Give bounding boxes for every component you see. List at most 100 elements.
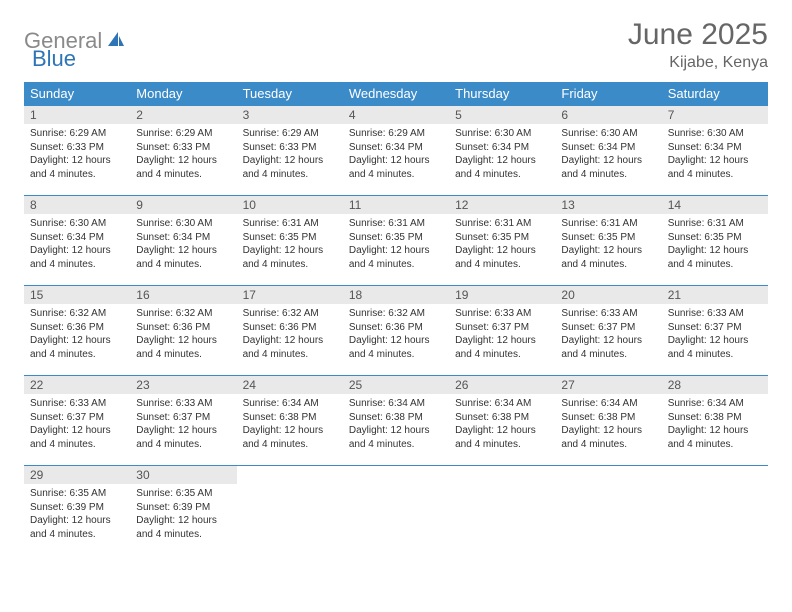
calendar-row: 22Sunrise: 6:33 AMSunset: 6:37 PMDayligh… [24, 376, 768, 466]
day-number: 21 [662, 286, 768, 304]
day-details: Sunrise: 6:34 AMSunset: 6:38 PMDaylight:… [555, 394, 661, 457]
day-number: 16 [130, 286, 236, 304]
day-details: Sunrise: 6:34 AMSunset: 6:38 PMDaylight:… [662, 394, 768, 457]
calendar-cell: 5Sunrise: 6:30 AMSunset: 6:34 PMDaylight… [449, 106, 555, 196]
day-details: Sunrise: 6:30 AMSunset: 6:34 PMDaylight:… [555, 124, 661, 187]
day-number: 13 [555, 196, 661, 214]
day-number: 5 [449, 106, 555, 124]
weekday-header: Saturday [662, 82, 768, 106]
day-details: Sunrise: 6:34 AMSunset: 6:38 PMDaylight:… [343, 394, 449, 457]
day-details: Sunrise: 6:30 AMSunset: 6:34 PMDaylight:… [24, 214, 130, 277]
day-details: Sunrise: 6:33 AMSunset: 6:37 PMDaylight:… [555, 304, 661, 367]
empty-cell [343, 466, 449, 556]
empty-cell [662, 466, 768, 556]
calendar-row: 29Sunrise: 6:35 AMSunset: 6:39 PMDayligh… [24, 466, 768, 556]
day-number: 20 [555, 286, 661, 304]
header: General June 2025 Kijabe, Kenya [24, 18, 768, 72]
day-number: 14 [662, 196, 768, 214]
day-number: 26 [449, 376, 555, 394]
day-details: Sunrise: 6:34 AMSunset: 6:38 PMDaylight:… [449, 394, 555, 457]
weekday-header: Wednesday [343, 82, 449, 106]
day-details: Sunrise: 6:33 AMSunset: 6:37 PMDaylight:… [130, 394, 236, 457]
calendar-cell: 20Sunrise: 6:33 AMSunset: 6:37 PMDayligh… [555, 286, 661, 376]
calendar-cell: 11Sunrise: 6:31 AMSunset: 6:35 PMDayligh… [343, 196, 449, 286]
day-number: 28 [662, 376, 768, 394]
day-details: Sunrise: 6:34 AMSunset: 6:38 PMDaylight:… [237, 394, 343, 457]
empty-cell [449, 466, 555, 556]
day-number: 23 [130, 376, 236, 394]
calendar-cell: 27Sunrise: 6:34 AMSunset: 6:38 PMDayligh… [555, 376, 661, 466]
day-number: 4 [343, 106, 449, 124]
day-number: 1 [24, 106, 130, 124]
day-number: 12 [449, 196, 555, 214]
day-number: 19 [449, 286, 555, 304]
calendar-cell: 2Sunrise: 6:29 AMSunset: 6:33 PMDaylight… [130, 106, 236, 196]
day-details: Sunrise: 6:30 AMSunset: 6:34 PMDaylight:… [130, 214, 236, 277]
day-number: 30 [130, 466, 236, 484]
day-details: Sunrise: 6:33 AMSunset: 6:37 PMDaylight:… [24, 394, 130, 457]
day-details: Sunrise: 6:32 AMSunset: 6:36 PMDaylight:… [237, 304, 343, 367]
calendar-cell: 29Sunrise: 6:35 AMSunset: 6:39 PMDayligh… [24, 466, 130, 556]
weekday-header: Friday [555, 82, 661, 106]
calendar-cell: 13Sunrise: 6:31 AMSunset: 6:35 PMDayligh… [555, 196, 661, 286]
day-number: 6 [555, 106, 661, 124]
calendar-cell: 28Sunrise: 6:34 AMSunset: 6:38 PMDayligh… [662, 376, 768, 466]
day-details: Sunrise: 6:31 AMSunset: 6:35 PMDaylight:… [662, 214, 768, 277]
day-details: Sunrise: 6:30 AMSunset: 6:34 PMDaylight:… [662, 124, 768, 187]
day-details: Sunrise: 6:29 AMSunset: 6:33 PMDaylight:… [24, 124, 130, 187]
day-details: Sunrise: 6:31 AMSunset: 6:35 PMDaylight:… [555, 214, 661, 277]
empty-cell [237, 466, 343, 556]
calendar-cell: 17Sunrise: 6:32 AMSunset: 6:36 PMDayligh… [237, 286, 343, 376]
day-details: Sunrise: 6:31 AMSunset: 6:35 PMDaylight:… [343, 214, 449, 277]
day-details: Sunrise: 6:33 AMSunset: 6:37 PMDaylight:… [449, 304, 555, 367]
calendar-table: Sunday Monday Tuesday Wednesday Thursday… [24, 82, 768, 556]
calendar-cell: 16Sunrise: 6:32 AMSunset: 6:36 PMDayligh… [130, 286, 236, 376]
day-details: Sunrise: 6:32 AMSunset: 6:36 PMDaylight:… [24, 304, 130, 367]
sail-icon [106, 30, 126, 53]
calendar-cell: 1Sunrise: 6:29 AMSunset: 6:33 PMDaylight… [24, 106, 130, 196]
calendar-cell: 24Sunrise: 6:34 AMSunset: 6:38 PMDayligh… [237, 376, 343, 466]
weekday-header: Monday [130, 82, 236, 106]
day-number: 18 [343, 286, 449, 304]
day-number: 9 [130, 196, 236, 214]
day-details: Sunrise: 6:32 AMSunset: 6:36 PMDaylight:… [130, 304, 236, 367]
calendar-cell: 22Sunrise: 6:33 AMSunset: 6:37 PMDayligh… [24, 376, 130, 466]
weekday-header: Tuesday [237, 82, 343, 106]
day-number: 24 [237, 376, 343, 394]
day-number: 8 [24, 196, 130, 214]
day-details: Sunrise: 6:30 AMSunset: 6:34 PMDaylight:… [449, 124, 555, 187]
calendar-row: 1Sunrise: 6:29 AMSunset: 6:33 PMDaylight… [24, 106, 768, 196]
logo-text-blue: Blue [32, 46, 76, 72]
day-number: 27 [555, 376, 661, 394]
day-number: 22 [24, 376, 130, 394]
calendar-cell: 18Sunrise: 6:32 AMSunset: 6:36 PMDayligh… [343, 286, 449, 376]
calendar-cell: 23Sunrise: 6:33 AMSunset: 6:37 PMDayligh… [130, 376, 236, 466]
empty-cell [555, 466, 661, 556]
day-number: 25 [343, 376, 449, 394]
calendar-cell: 12Sunrise: 6:31 AMSunset: 6:35 PMDayligh… [449, 196, 555, 286]
day-number: 11 [343, 196, 449, 214]
day-number: 15 [24, 286, 130, 304]
weekday-row: Sunday Monday Tuesday Wednesday Thursday… [24, 82, 768, 106]
day-details: Sunrise: 6:29 AMSunset: 6:33 PMDaylight:… [237, 124, 343, 187]
day-number: 10 [237, 196, 343, 214]
day-details: Sunrise: 6:32 AMSunset: 6:36 PMDaylight:… [343, 304, 449, 367]
day-details: Sunrise: 6:29 AMSunset: 6:33 PMDaylight:… [130, 124, 236, 187]
weekday-header: Thursday [449, 82, 555, 106]
weekday-header: Sunday [24, 82, 130, 106]
calendar-cell: 10Sunrise: 6:31 AMSunset: 6:35 PMDayligh… [237, 196, 343, 286]
day-number: 7 [662, 106, 768, 124]
day-number: 2 [130, 106, 236, 124]
day-number: 3 [237, 106, 343, 124]
calendar-cell: 4Sunrise: 6:29 AMSunset: 6:34 PMDaylight… [343, 106, 449, 196]
calendar-row: 15Sunrise: 6:32 AMSunset: 6:36 PMDayligh… [24, 286, 768, 376]
calendar-row: 8Sunrise: 6:30 AMSunset: 6:34 PMDaylight… [24, 196, 768, 286]
calendar-cell: 14Sunrise: 6:31 AMSunset: 6:35 PMDayligh… [662, 196, 768, 286]
day-number: 17 [237, 286, 343, 304]
location: Kijabe, Kenya [628, 54, 768, 72]
calendar-cell: 15Sunrise: 6:32 AMSunset: 6:36 PMDayligh… [24, 286, 130, 376]
day-details: Sunrise: 6:31 AMSunset: 6:35 PMDaylight:… [237, 214, 343, 277]
day-details: Sunrise: 6:35 AMSunset: 6:39 PMDaylight:… [24, 484, 130, 547]
day-details: Sunrise: 6:35 AMSunset: 6:39 PMDaylight:… [130, 484, 236, 547]
calendar-cell: 30Sunrise: 6:35 AMSunset: 6:39 PMDayligh… [130, 466, 236, 556]
